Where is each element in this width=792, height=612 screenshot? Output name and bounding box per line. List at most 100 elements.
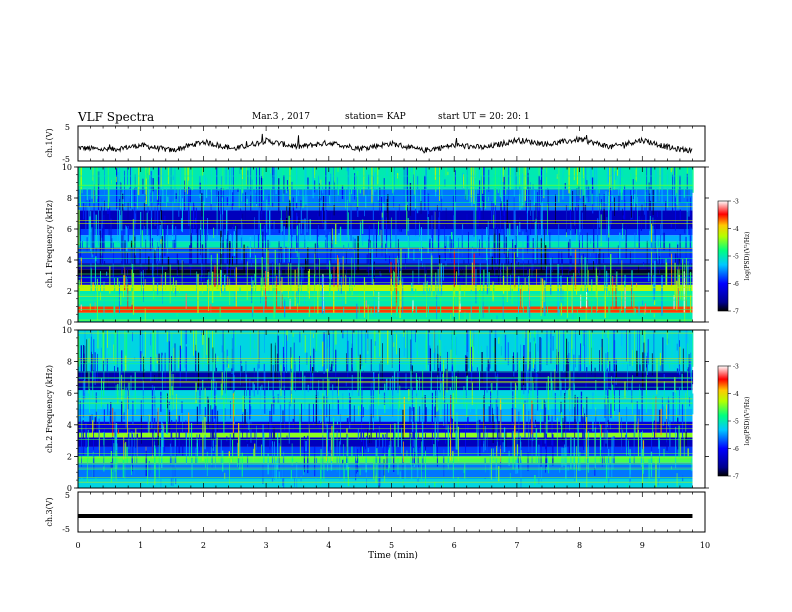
- spectrogram-streak: [413, 459, 414, 464]
- spectrogram-streak: [126, 213, 128, 223]
- spectrogram-streak: [147, 228, 149, 236]
- spectrogram-streak: [378, 291, 380, 312]
- spectrogram-streak: [535, 234, 537, 241]
- spectrogram-streak: [532, 238, 534, 271]
- spectrogram-streak: [346, 353, 347, 373]
- spectrogram-streak: [556, 417, 558, 459]
- spectrogram-streak: [663, 232, 665, 251]
- spectrogram-streak: [226, 210, 228, 240]
- spectrogram-streak: [261, 384, 263, 409]
- spectrogram-streak: [286, 435, 288, 439]
- spectrogram-streak: [231, 226, 233, 268]
- spectrogram-streak: [93, 292, 94, 306]
- spectrogram-streak: [676, 343, 678, 351]
- spectrogram-streak: [579, 240, 580, 282]
- spectrogram-streak: [227, 356, 229, 361]
- narrowband-line: [78, 455, 693, 457]
- spectrogram-streak: [303, 196, 305, 206]
- spectrogram-streak: [477, 235, 478, 252]
- spectrogram-streak: [691, 362, 693, 405]
- spectrogram-streak: [440, 195, 442, 212]
- spectrogram-streak: [172, 454, 174, 487]
- spectrogram-streak: [518, 248, 520, 266]
- spectrogram-streak: [235, 330, 236, 347]
- spectrogram-streak: [331, 228, 333, 245]
- spectrogram-streak: [111, 472, 113, 480]
- spectrogram-streak: [565, 205, 567, 233]
- spectrogram-streak: [269, 410, 271, 450]
- spectrogram-streak: [490, 391, 492, 425]
- spectrogram-streak: [624, 200, 626, 220]
- spectrogram-streak: [631, 380, 633, 403]
- spectrogram-streak: [368, 225, 370, 252]
- narrowband-line: [78, 258, 693, 259]
- spectrogram-streak: [230, 241, 231, 283]
- spectrogram-streak: [262, 424, 264, 447]
- spectrogram-streak: [678, 270, 680, 289]
- spectrogram-streak: [635, 202, 637, 223]
- spectrogram-streak: [573, 272, 574, 301]
- spectrogram-streak: [300, 266, 302, 281]
- spectrogram-streak: [451, 232, 453, 245]
- spectrogram-streak: [588, 167, 590, 182]
- spectrogram-streak: [80, 261, 82, 280]
- spectrogram-streak: [611, 423, 613, 430]
- spectrogram-streak: [513, 252, 515, 290]
- spectrogram-streak: [399, 361, 400, 378]
- spectrogram-streak: [674, 167, 676, 196]
- spectrogram-streak: [466, 402, 468, 418]
- spectrogram-streak: [89, 330, 91, 365]
- spectrogram-streak: [452, 392, 455, 435]
- spectrogram-streak: [282, 220, 283, 232]
- spectrogram-streak: [313, 403, 314, 426]
- spectrogram-streak: [544, 401, 546, 444]
- spectrogram-streak: [147, 174, 149, 207]
- spectrogram-streak: [210, 264, 212, 281]
- colorbar-tick-label: -3: [733, 364, 739, 371]
- spectrogram-streak: [254, 340, 256, 350]
- spectrogram-streak: [157, 330, 159, 361]
- spectrogram-streak: [191, 167, 193, 191]
- ch1-ylabel: ch.1(V): [45, 128, 54, 157]
- spectrogram-streak: [321, 275, 323, 314]
- spectrogram-streak: [280, 342, 282, 356]
- spectrogram-streak: [291, 390, 292, 394]
- spectrogram-streak: [81, 421, 83, 435]
- spectrogram-streak: [378, 373, 379, 406]
- spectrogram-streak: [450, 394, 452, 427]
- spectrogram-streak: [535, 203, 537, 219]
- spectrogram-streak: [260, 222, 262, 242]
- spectrogram-streak: [104, 167, 105, 195]
- spectrogram-streak: [527, 235, 528, 254]
- colorbar-tick-label: -6: [733, 446, 739, 453]
- spectrogram-streak: [212, 422, 214, 441]
- spectrogram-streak: [234, 292, 235, 303]
- spectrogram-streak: [116, 168, 118, 210]
- spectrogram-streak: [641, 386, 643, 427]
- spectrogram-streak: [550, 330, 552, 364]
- spectrogram-streak: [244, 384, 245, 426]
- spectrogram-streak: [589, 253, 591, 257]
- spectrogram-streak: [570, 436, 572, 470]
- spectrogram-streak: [155, 330, 157, 373]
- narrowband-line: [78, 469, 693, 470]
- spectrogram-streak: [512, 430, 514, 470]
- spectrogram-streak: [364, 174, 366, 179]
- colorbar-tick-label: -7: [733, 474, 739, 481]
- spectrogram-streak: [642, 300, 644, 306]
- spectrogram-streak: [254, 443, 256, 457]
- spectrogram-streak: [606, 167, 608, 184]
- spectrogram-streak: [507, 250, 509, 268]
- spectrogram-streak: [231, 167, 233, 202]
- spectrogram-streak: [330, 274, 332, 280]
- spectrogram-streak: [589, 330, 591, 365]
- spectrogram-streak: [181, 401, 183, 413]
- spectrogram-streak: [169, 412, 171, 433]
- spectrogram-streak: [283, 175, 285, 194]
- spectrogram-streak: [123, 275, 124, 298]
- narrowband-line: [78, 175, 693, 177]
- spectrogram-streak: [546, 172, 548, 177]
- spectrogram-streak: [164, 272, 167, 290]
- spectrogram-streak: [539, 412, 542, 434]
- spectrogram-streak: [195, 391, 197, 400]
